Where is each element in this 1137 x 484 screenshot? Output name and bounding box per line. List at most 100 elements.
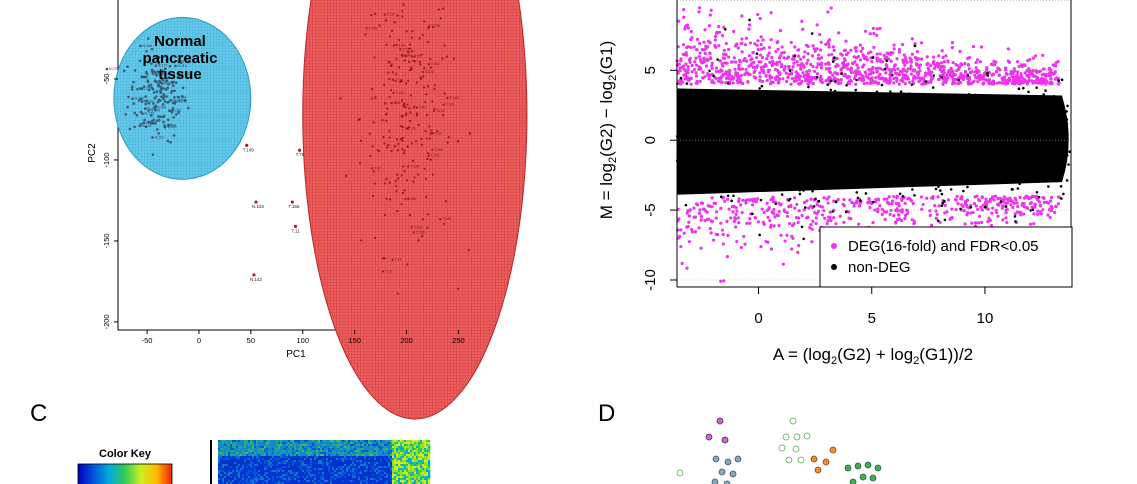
normal-sample-point [177,95,180,99]
heatmap-cell [346,464,349,467]
tumor-sample-point [370,167,374,170]
deg-point [989,223,994,228]
deg-point [730,74,734,78]
heatmap-cell [366,446,369,449]
heatmap-cell [316,474,319,477]
heatmap-cell [398,442,401,445]
heatmap-cell [332,458,335,461]
heatmap-cell [356,448,359,451]
non-deg-point [911,188,914,191]
heatmap-cell [398,462,401,465]
deg-point [909,57,913,62]
heatmap-cell [306,472,309,475]
heatmap-cell [276,458,279,461]
heatmap-cell [268,446,271,449]
non-deg-point [1029,209,1033,212]
heatmap-cell [326,468,329,471]
heatmap-cell [234,472,237,475]
heatmap-cell [426,442,429,445]
deg-point [901,73,906,77]
heatmap-cell [356,470,359,473]
heatmap-cell [352,458,355,461]
deg-point [797,243,801,248]
heatmap-cell [260,442,263,445]
heatmap-cell [218,460,221,463]
tumor-sample-point [371,145,374,148]
heatmap-cell [304,444,307,447]
heatmap-cell [364,464,367,467]
heatmap-cell [258,448,261,451]
heatmap-cell [394,458,397,461]
deg-point [1009,199,1013,203]
deg-point [684,62,688,66]
heatmap-cell [280,452,283,455]
heatmap-cell [372,444,375,447]
deg-point [903,82,907,86]
heatmap-cell [390,444,393,447]
heatmap-cell [306,456,309,459]
heatmap-cell [346,448,349,451]
tumor-sample-point [370,14,373,17]
deg-point [961,77,965,82]
heatmap-cell [272,468,275,471]
normal-sample-label: N.226 [181,60,191,64]
deg-point [720,228,725,232]
heatmap-cell [260,476,263,479]
normal-sample-point [166,101,170,104]
heatmap-cell [386,468,389,471]
deg-point [816,53,821,57]
heatmap-cell [298,468,301,471]
heatmap-cell [310,466,313,469]
normal-sample-label: N.149 [147,107,157,111]
tumor-sample-point [426,226,429,229]
deg-point [1041,53,1045,57]
heatmap-cell [424,470,427,473]
heatmap-cell [384,456,387,459]
deg-point [997,67,1001,71]
heatmap-cell [256,450,259,453]
heatmap-cell [298,446,301,449]
deg-point [800,19,804,23]
heatmap-cell [318,470,321,473]
heatmap-cell [428,440,431,443]
non-deg-point [829,79,833,83]
heatmap-cell [344,448,347,451]
heatmap-cell [410,454,413,457]
tumor-sample-point [371,87,374,91]
deg-point [986,207,990,211]
heatmap-cell [240,452,243,455]
deg-point [842,220,846,224]
deg-point [785,210,789,215]
heatmap-cell [308,474,311,477]
non-deg-density-band [677,88,1069,195]
heatmap-cell [298,462,301,465]
heatmap-cell [282,462,285,465]
heatmap-cell [266,450,269,453]
deg-point [1012,201,1016,205]
heatmap-cell [366,448,369,451]
heatmap-cell [374,452,377,455]
normal-sample-point [138,59,142,63]
heatmap-cell [308,440,311,443]
deg-point [1000,81,1005,85]
heatmap-cell [410,464,413,467]
deg-point [878,59,882,63]
deg-point [871,221,875,225]
deg-point [737,197,741,201]
non-deg-point [1066,104,1069,108]
deg-point [908,80,912,85]
heatmap-cell [294,456,297,459]
heatmap-cell [392,474,395,477]
deg-point [852,204,856,208]
deg-point [1028,222,1033,226]
heatmap-cell [246,442,249,445]
deg-point [695,63,699,67]
heatmap-cell [334,440,337,443]
deg-point [756,12,760,17]
heatmap-cell [376,458,379,461]
tumor-sample-point [414,60,417,63]
deg-point [758,71,762,75]
heatmap-cell [240,468,243,471]
heatmap-cell [382,472,385,475]
tumor-sample-point [401,147,404,151]
